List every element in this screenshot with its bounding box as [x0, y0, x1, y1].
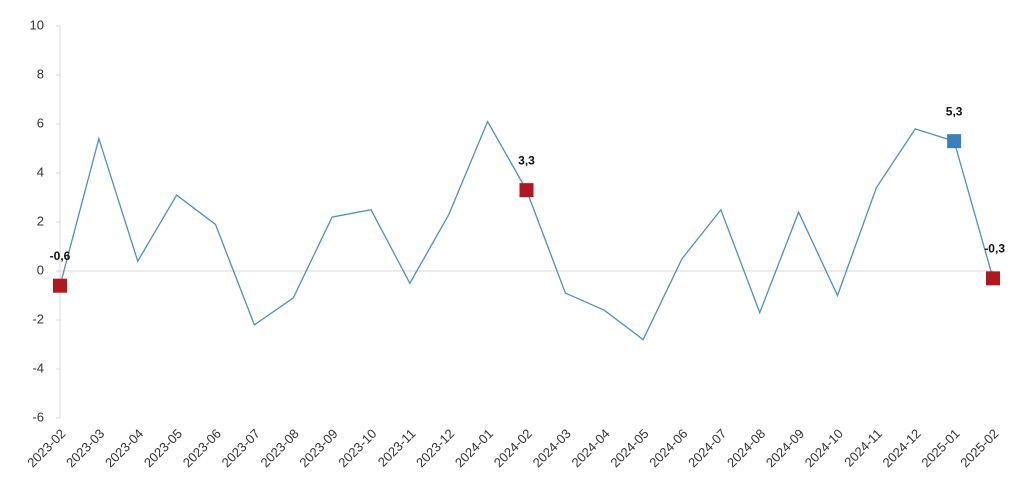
- x-tick-label: 2023-03: [63, 426, 107, 470]
- x-tick-label: 2023-09: [296, 426, 340, 470]
- y-tick-label: 4: [37, 164, 44, 179]
- x-tick-label: 2024-10: [802, 426, 846, 470]
- y-tick-label: 8: [37, 66, 44, 81]
- marker: [947, 134, 962, 149]
- x-tick-label: 2023-06: [180, 426, 224, 470]
- y-tick-label: -4: [32, 360, 44, 375]
- y-tick-label: 2: [37, 213, 44, 228]
- x-tick-label: 2024-04: [568, 426, 612, 470]
- x-tick-label: 2024-03: [530, 426, 574, 470]
- data-label: -0,6: [50, 249, 71, 263]
- x-tick-label: 2023-12: [413, 426, 457, 470]
- x-tick-label: 2024-12: [879, 426, 923, 470]
- x-tick-label: 2023-08: [257, 426, 301, 470]
- x-tick-label: 2024-08: [724, 426, 768, 470]
- x-tick-label: 2023-10: [335, 426, 379, 470]
- x-tick-label: 2025-02: [957, 426, 1001, 470]
- data-label: 3,3: [518, 153, 535, 167]
- data-label: -0,3: [984, 242, 1005, 256]
- x-tick-label: 2023-07: [219, 426, 263, 470]
- x-tick-label: 2023-02: [24, 426, 68, 470]
- x-tick-label: 2024-07: [685, 426, 729, 470]
- x-tick-label: 2023-05: [141, 426, 185, 470]
- data-label: 5,3: [946, 104, 963, 118]
- y-tick-label: 10: [30, 17, 44, 32]
- x-tick-label: 2025-01: [918, 426, 962, 470]
- y-tick-label: -2: [32, 311, 44, 326]
- marker: [519, 183, 534, 198]
- x-tick-label: 2024-06: [646, 426, 690, 470]
- y-tick-label: -6: [32, 409, 44, 424]
- x-tick-label: 2024-01: [452, 426, 496, 470]
- x-tick-label: 2023-04: [102, 426, 146, 470]
- marker: [53, 278, 67, 293]
- y-tick-label: 0: [37, 262, 44, 277]
- x-tick-label: 2024-02: [491, 426, 535, 470]
- x-tick-label: 2024-09: [763, 426, 807, 470]
- x-tick-label: 2024-11: [841, 426, 885, 470]
- marker: [986, 271, 1000, 286]
- x-tick-label: 2023-11: [375, 426, 419, 470]
- y-tick-label: 6: [37, 115, 44, 130]
- x-tick-label: 2024-05: [607, 426, 651, 470]
